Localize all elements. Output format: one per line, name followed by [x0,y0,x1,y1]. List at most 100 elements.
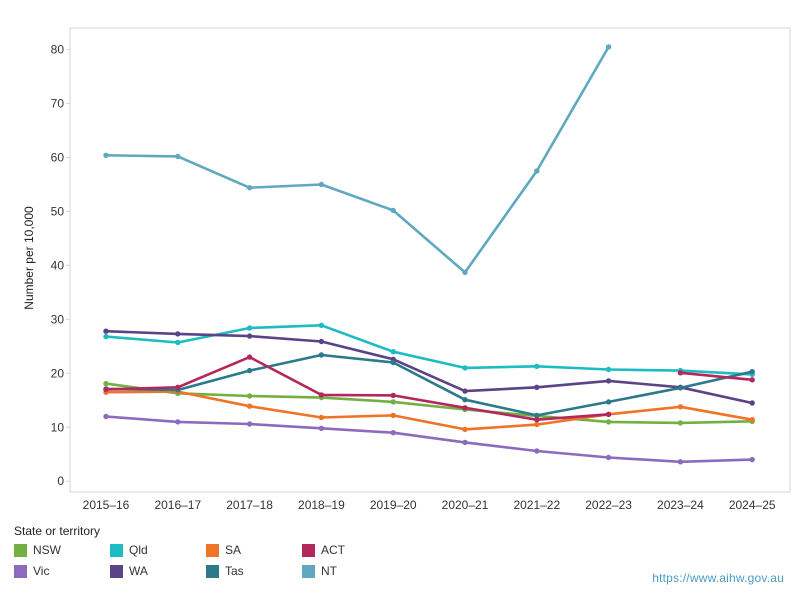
data-point-wa [103,328,109,334]
x-tick-label: 2019–20 [370,498,417,512]
y-tick-label: 0 [57,474,64,488]
data-point-qld [318,322,325,328]
data-point-vic [749,456,755,463]
legend-item-nt[interactable]: NT [302,563,398,579]
legend-item-wa[interactable]: WA [110,563,206,579]
y-tick-label: 10 [51,420,65,434]
x-axis-ticks: 2015–16 2016–17 2017–18 2018–19 2019–20 2020–… [83,498,776,512]
legend-item-vic[interactable]: Vic [14,563,110,579]
y-tick-label: 30 [51,312,65,326]
legend-swatch [110,564,123,578]
data-point-tas [246,367,253,374]
data-point-vic [318,425,325,431]
data-point-tas [462,397,468,403]
x-tick-label: 2024–25 [729,498,776,512]
legend-item-act[interactable]: ACT [302,542,398,558]
data-point-tas [390,359,396,366]
series-line-act [679,371,754,382]
x-tick-label: 2021–22 [513,498,560,512]
legend-swatch [14,564,27,578]
data-point-nt [175,153,181,160]
legend-swatch [302,543,315,557]
data-point-act [103,386,109,393]
data-point-sa [390,412,396,419]
legend: State or territory NSW Qld SA ACT Vic WA Tas NT [14,524,434,579]
data-point-wa [175,331,181,337]
legend-label: ACT [321,543,345,557]
legend-item-sa[interactable]: SA [206,542,302,558]
data-point-qld [462,365,468,371]
legend-label: WA [129,564,148,578]
y-tick-label: 80 [51,43,65,57]
data-point-nt [605,44,612,50]
data-point-vic [677,459,684,465]
data-point-tas [605,399,612,405]
legend-items: NSW Qld SA ACT Vic WA Tas NT [14,542,434,579]
y-tick-label: 60 [51,150,65,164]
data-point-vic [175,419,181,425]
data-point-act [318,392,325,398]
data-point-qld [534,363,540,369]
series-points [103,44,755,465]
data-point-qld [246,325,253,331]
data-point-nt [534,168,540,174]
data-point-vic [246,421,253,427]
series-line-wa [104,329,754,405]
plot-border [69,27,791,493]
source-link[interactable]: https://www.aihw.gov.au [652,571,784,585]
data-point-qld [103,333,109,340]
series-line-sa [104,390,754,431]
data-point-nsw [103,380,109,387]
legend-label: SA [225,543,242,557]
data-point-act [534,417,540,423]
legend-label: Vic [33,564,50,578]
data-point-vic [103,413,109,420]
x-tick-label: 2022–23 [585,498,632,512]
data-point-nsw [605,419,612,425]
data-point-nt [318,181,325,188]
data-point-act [462,405,468,411]
series-line-tas [104,353,754,417]
x-tick-label: 2015–16 [83,498,130,512]
legend-label: NSW [33,543,61,557]
data-point-qld [175,339,181,346]
data-point-nt [390,207,396,214]
series-line-act [104,355,610,421]
y-tick-label: 40 [51,258,65,272]
data-point-wa [246,333,253,339]
legend-item-nsw[interactable]: NSW [14,542,110,558]
data-point-tas [749,369,755,375]
data-point-act [749,377,755,383]
y-axis-title: Number per 10,000 [22,206,36,310]
data-point-sa [318,414,325,421]
legend-swatch [110,543,123,557]
x-tick-label: 2020–21 [442,498,489,512]
data-point-wa [534,384,540,390]
legend-label: Qld [129,543,148,557]
legend-swatch [206,564,219,578]
legend-item-tas[interactable]: Tas [206,563,302,579]
data-point-act [677,370,684,376]
series-lines [104,45,754,464]
data-point-act [175,384,181,390]
y-tick-label: 50 [51,204,65,218]
data-point-wa [605,378,612,384]
data-point-nt [103,152,109,158]
x-tick-label: 2016–17 [154,498,201,512]
series-line-nsw [104,382,754,425]
data-point-qld [390,349,396,355]
data-point-wa [749,400,755,406]
data-point-act [605,411,612,417]
legend-label: Tas [225,564,244,578]
data-point-act [246,354,253,360]
legend-swatch [206,543,219,557]
series-line-vic [104,415,754,464]
legend-swatch [302,564,315,578]
x-tick-label: 2023–24 [657,498,704,512]
data-point-nt [462,269,468,276]
data-point-vic [534,448,540,454]
legend-item-qld[interactable]: Qld [110,542,206,558]
data-point-tas [677,385,684,391]
legend-label: NT [321,564,337,578]
data-point-nsw [246,393,253,399]
